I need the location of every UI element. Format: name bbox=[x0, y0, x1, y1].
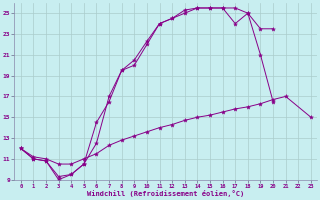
X-axis label: Windchill (Refroidissement éolien,°C): Windchill (Refroidissement éolien,°C) bbox=[87, 190, 244, 197]
